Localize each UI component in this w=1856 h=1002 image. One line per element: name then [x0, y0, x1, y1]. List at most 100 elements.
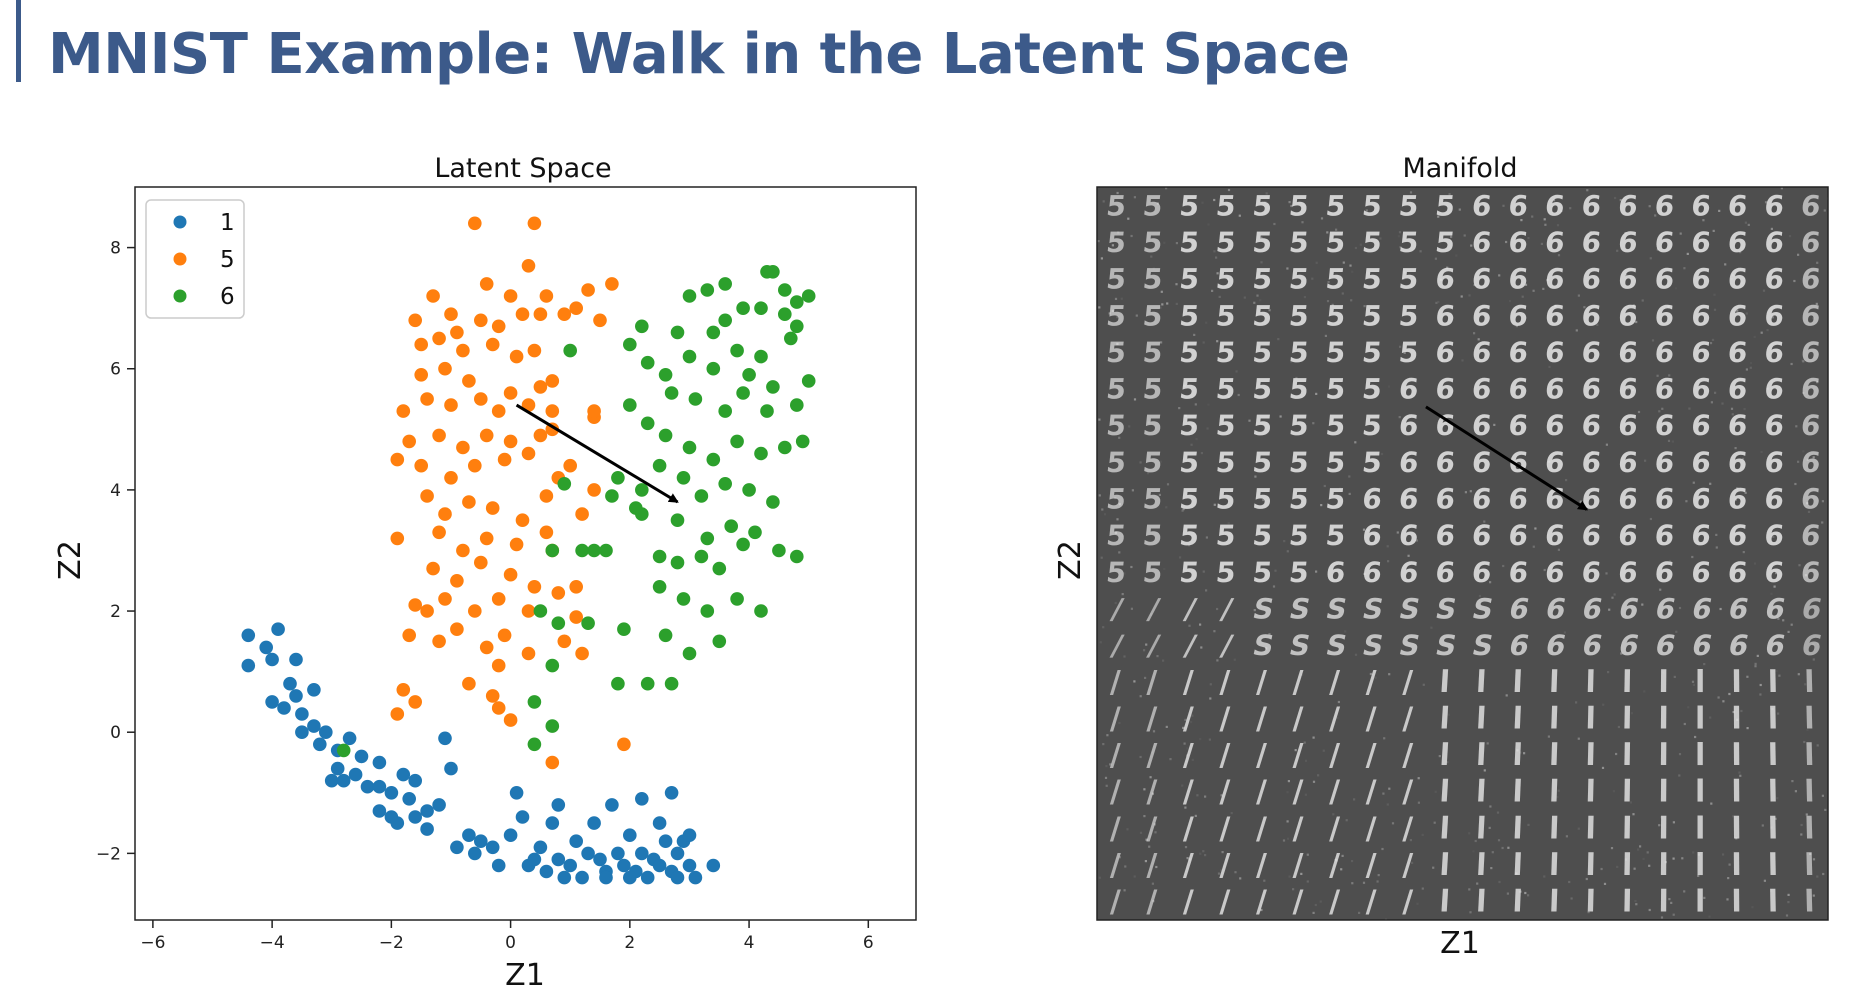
- scatter-point-5: [408, 598, 423, 612]
- manifold-digit: 6: [1543, 373, 1566, 406]
- manifold-digit: /: [1329, 885, 1340, 920]
- scatter-point-6: [801, 374, 816, 388]
- scatter-point-5: [521, 604, 536, 618]
- manifold-digit: /: [1293, 701, 1304, 736]
- scatter-point-5: [420, 604, 434, 618]
- manifold-digit: /: [1146, 848, 1157, 883]
- manifold-digit: 5: [1434, 226, 1457, 259]
- manifold-digit: 5: [1288, 189, 1311, 222]
- manifold-digit: /: [1402, 885, 1413, 920]
- manifold-digit: /: [1293, 738, 1304, 773]
- manifold-digit: 5: [1105, 446, 1128, 479]
- manifold-digit: /: [1402, 775, 1413, 810]
- manifold-digit: l: [1695, 738, 1705, 773]
- manifold-digit: 6: [1653, 336, 1676, 369]
- scatter-point-6: [581, 616, 595, 630]
- manifold-digit: 5: [1288, 556, 1311, 589]
- scatter-point-1: [623, 828, 637, 842]
- scatter-point-5: [491, 658, 506, 673]
- manifold-digit: l: [1475, 665, 1487, 700]
- scatter-point-5: [569, 610, 583, 624]
- manifold-digit: 6: [1617, 409, 1640, 442]
- manifold-digit: 6: [1543, 336, 1566, 369]
- legend-label-6: 6: [220, 284, 235, 310]
- slide-title: MNIST Example: Walk in the Latent Space: [48, 22, 1350, 87]
- latent-chart-title: Latent Space: [434, 153, 611, 184]
- manifold-digit: 5: [1434, 189, 1457, 222]
- manifold-digit: 6: [1653, 409, 1676, 442]
- manifold-digit: 5: [1288, 299, 1311, 332]
- manifold-digit: 6: [1617, 226, 1640, 259]
- legend-marker-1: [173, 215, 187, 229]
- manifold-digit: /: [1329, 738, 1340, 773]
- latent-y-axis-label: Z2: [53, 540, 88, 580]
- manifold-digit: l: [1731, 811, 1742, 846]
- manifold-digit: l: [1768, 775, 1779, 810]
- scatter-point-5: [390, 707, 405, 721]
- manifold-digit: 5: [1251, 446, 1274, 479]
- manifold-digit: /: [1183, 701, 1194, 736]
- scatter-point-5: [539, 289, 554, 303]
- scatter-point-5: [438, 361, 452, 376]
- manifold-digit: 5: [1361, 373, 1384, 406]
- manifold-digit: 6: [1507, 299, 1530, 332]
- manifold-digit: 5: [1141, 483, 1164, 516]
- manifold-digit: l: [1585, 811, 1596, 846]
- scatter-point-6: [694, 549, 709, 564]
- manifold-digit: 6: [1580, 226, 1603, 259]
- scatter-point-6: [730, 592, 744, 606]
- manifold-digit: l: [1731, 775, 1742, 810]
- scatter-point-6: [640, 416, 655, 431]
- manifold-y-axis-label: Z2: [1053, 540, 1088, 580]
- manifold-digit: l: [1512, 775, 1524, 810]
- manifold-digit: 5: [1178, 263, 1201, 296]
- manifold-digit: l: [1512, 701, 1524, 736]
- scatter-point-6: [527, 737, 542, 752]
- manifold-digit: l: [1512, 848, 1524, 883]
- manifold-digit: 6: [1470, 189, 1493, 222]
- manifold-digit: 6: [1397, 556, 1420, 589]
- manifold-digit: 6: [1763, 409, 1786, 442]
- scatter-point-6: [688, 392, 703, 406]
- manifold-digit: 6: [1470, 446, 1493, 479]
- scatter-point-5: [491, 592, 506, 606]
- manifold-digit: 5: [1141, 299, 1164, 332]
- manifold-digit: l: [1731, 701, 1742, 736]
- manifold-digit: 6: [1617, 299, 1640, 332]
- scatter-point-6: [712, 561, 727, 576]
- scatter-point-5: [432, 331, 446, 346]
- manifold-digit: 5: [1288, 263, 1311, 296]
- scatter-point-5: [491, 701, 506, 715]
- manifold-digit: /: [1402, 701, 1413, 736]
- manifold-digit: 6: [1653, 226, 1676, 259]
- scatter-point-5: [485, 689, 500, 703]
- manifold-digit: 6: [1799, 519, 1822, 552]
- y-axis-ticks: −2 0 2 4 6 8: [96, 239, 135, 864]
- latent-walk-arrow: [515, 403, 679, 504]
- scatter-point-5: [503, 567, 518, 582]
- scatter-point-5: [426, 289, 440, 303]
- manifold-digit: 6: [1617, 556, 1640, 589]
- manifold-digit: l: [1731, 885, 1742, 920]
- manifold-digit: 5: [1397, 263, 1420, 296]
- scatter-point-1: [289, 652, 303, 667]
- scatter-point-5: [503, 713, 518, 727]
- scatter-point-6: [736, 386, 750, 400]
- scatter-point-5: [575, 507, 589, 521]
- manifold-digit: 5: [1105, 336, 1128, 369]
- scatter-point-6: [712, 634, 727, 649]
- scatter-point-6: [611, 471, 625, 485]
- manifold-digit: l: [1622, 665, 1633, 700]
- scatter-point-1: [670, 846, 685, 861]
- scatter-point-5: [497, 628, 512, 643]
- manifold-digit: 6: [1580, 556, 1603, 589]
- manifold-digit: 5: [1214, 373, 1237, 406]
- manifold-walk-arrow: [1425, 405, 1589, 511]
- manifold-digit: 6: [1470, 299, 1493, 332]
- scatter-point-5: [533, 307, 548, 322]
- scatter-point-6: [748, 525, 762, 540]
- manifold-digit: 6: [1763, 263, 1786, 296]
- manifold-digit: /: [1402, 738, 1413, 773]
- scatter-point-6: [575, 543, 589, 558]
- scatter-point-1: [360, 779, 375, 794]
